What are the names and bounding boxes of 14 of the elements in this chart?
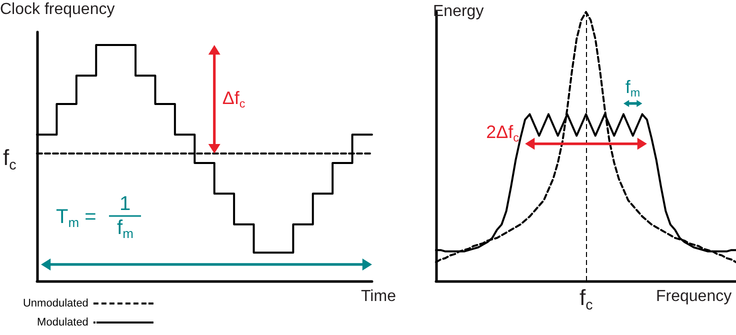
annotation: 1 <box>120 193 131 215</box>
legend-label: Unmodulated <box>22 298 88 310</box>
text: f$_{c}$ <box>580 285 593 314</box>
x-axis-title: Frequency <box>656 288 732 305</box>
y-axis-title: Clock frequency <box>0 1 115 18</box>
x-axis-title: Time <box>361 288 396 305</box>
annotation: Δf$_{c}$ <box>222 88 246 110</box>
y-axis-title: Energy <box>433 3 484 20</box>
text: f$_{c}$ <box>3 144 16 173</box>
annotation: f$_{m}$ <box>625 77 640 100</box>
annotation: f$_{m}$ <box>117 217 134 241</box>
legend-label: Modulated <box>37 316 88 328</box>
annotation: 2Δf$_{c}$ <box>486 122 519 145</box>
annotation: T$_{m}$ = <box>56 206 96 230</box>
